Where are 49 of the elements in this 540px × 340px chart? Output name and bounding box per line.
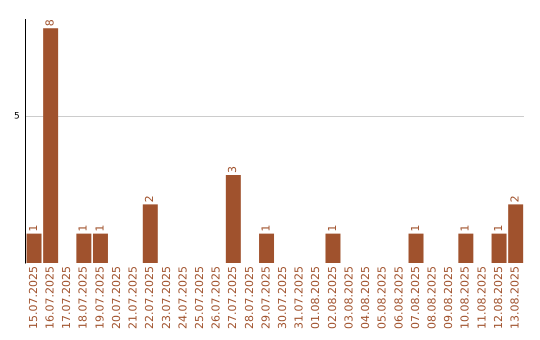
x-tick-label: 23.07.2025 (160, 266, 173, 330)
y-tick-label: 5 (14, 112, 20, 122)
x-tick-label: 15.07.2025 (26, 266, 40, 330)
x-tick-label: 13.08.2025 (508, 266, 522, 330)
bar (408, 234, 424, 264)
x-tick-label: 26.07.2025 (210, 266, 223, 330)
x-tick-label: 22.07.2025 (143, 266, 156, 330)
x-tick-label: 08.08.2025 (425, 266, 438, 330)
x-tick-label: 19.07.2025 (93, 266, 106, 330)
x-tick-label: 28.07.2025 (242, 266, 256, 330)
x-tick-label: 24.07.2025 (176, 266, 190, 330)
bar (142, 204, 158, 264)
data-label: 1 (492, 224, 505, 232)
bar (458, 234, 474, 264)
x-tick-label: 31.07.2025 (292, 266, 306, 330)
x-tick-label: 05.08.2025 (376, 266, 389, 330)
x-tick-label: 10.08.2025 (458, 266, 472, 330)
x-tick-label: 21.07.2025 (126, 266, 140, 330)
data-label: 1 (26, 224, 40, 232)
x-tick-label: 17.07.2025 (60, 266, 74, 330)
x-tick-label: 30.07.2025 (276, 266, 290, 330)
x-tick-label: 01.08.2025 (309, 266, 322, 330)
bar (325, 234, 340, 264)
x-tick-label: 27.07.2025 (226, 266, 240, 330)
data-label: 1 (93, 224, 106, 232)
data-label: 1 (408, 224, 422, 232)
x-tick-label: 02.08.2025 (326, 266, 339, 330)
x-tick-label: 12.08.2025 (492, 266, 505, 330)
x-tick-label: 11.08.2025 (475, 266, 488, 330)
x-tick-label: 07.08.2025 (408, 266, 422, 330)
data-label: 1 (326, 224, 339, 232)
x-tick-label: 03.08.2025 (342, 266, 356, 330)
data-label: 1 (458, 224, 472, 232)
x-tick-label: 06.08.2025 (392, 266, 406, 330)
bar (226, 174, 241, 264)
x-tick-label: 04.08.2025 (359, 266, 372, 330)
bar (259, 234, 274, 264)
data-label: 1 (76, 224, 90, 232)
data-label: 8 (44, 19, 56, 26)
x-tick-label: 18.07.2025 (76, 266, 90, 330)
x-tick-label: 25.07.2025 (192, 266, 206, 330)
x-tick-label: 29.07.2025 (259, 266, 272, 330)
x-tick-label: 09.08.2025 (442, 266, 456, 330)
data-label: 2 (508, 195, 522, 202)
data-label: 1 (259, 224, 272, 232)
x-tick-label: 16.07.2025 (44, 266, 56, 330)
x-tick-label: 20.07.2025 (110, 266, 123, 330)
data-label: 2 (143, 195, 156, 202)
data-label: 3 (226, 166, 240, 173)
